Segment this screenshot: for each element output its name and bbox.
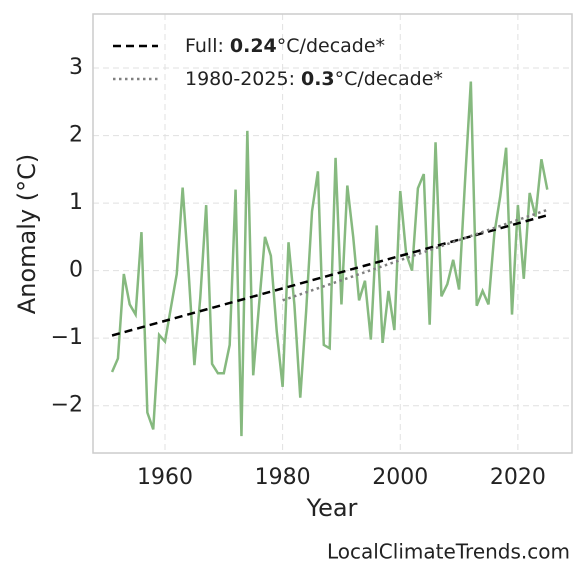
y-axis-label: Anomaly (°C) [13, 154, 41, 314]
x-tick-label: 2000 [372, 465, 428, 490]
legend-name: Full: [185, 35, 224, 57]
x-tick-label: 1960 [137, 465, 193, 490]
legend-unit: °C/decade* [335, 68, 443, 90]
y-tick-label: −2 [51, 393, 83, 418]
y-tick-label: 1 [69, 190, 83, 215]
legend-slope: 0.24 [230, 35, 277, 57]
plot-frame [92, 13, 573, 454]
legend-name: 1980-2025: [185, 68, 295, 90]
y-tick-label: 2 [69, 123, 83, 148]
legend-entry: 1980-2025: 0.3°C/decade* [185, 68, 443, 90]
legend-slope: 0.3 [301, 68, 335, 90]
legend-unit: °C/decade* [277, 35, 385, 57]
x-tick-label: 2020 [490, 465, 546, 490]
y-tick-label: 3 [69, 55, 83, 80]
footer: LocalClimateTrends.com [327, 540, 570, 564]
data-line [110, 81, 549, 437]
y-tick-label: −1 [51, 325, 83, 350]
x-tick-label: 1980 [255, 465, 311, 490]
x-axis-label: Year [306, 494, 358, 522]
y-tick-label: 0 [69, 258, 83, 283]
trend-line [282, 208, 548, 302]
legend-entry: Full: 0.24°C/decade* [185, 35, 385, 57]
trend-line [111, 214, 548, 337]
